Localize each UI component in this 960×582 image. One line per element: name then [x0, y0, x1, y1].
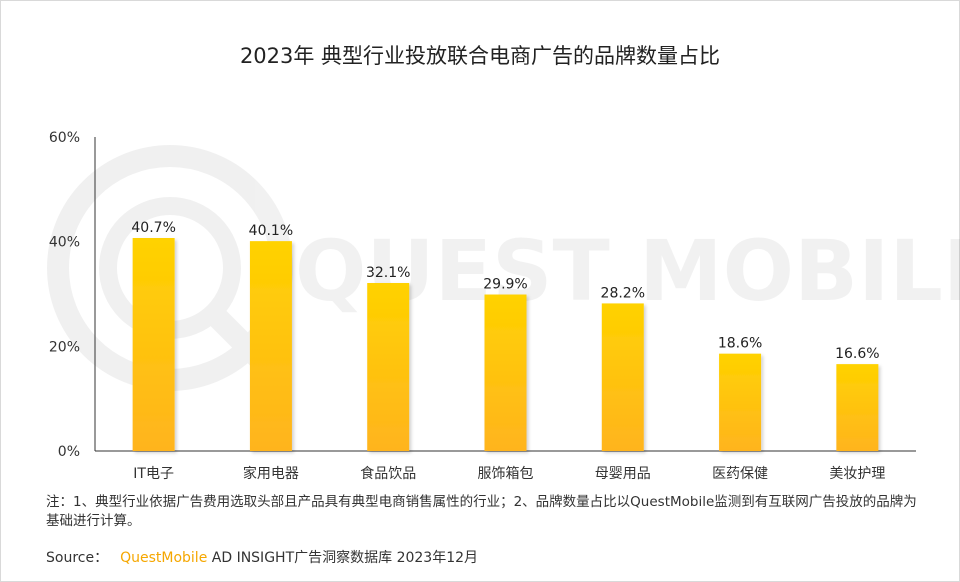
bar-value-label: 29.9% — [483, 277, 527, 293]
x-tick-label: 母婴用品 — [595, 466, 651, 482]
y-tick-label: 20% — [49, 339, 80, 355]
bar-value-label: 40.7% — [131, 220, 175, 236]
source-line: Source： QuestMobile AD INSIGHT广告洞察数据库 202… — [46, 547, 478, 567]
x-tick-label: 美妆护理 — [829, 466, 885, 482]
source-text: AD INSIGHT广告洞察数据库 2023年12月 — [207, 550, 479, 566]
bar — [132, 238, 175, 451]
bar — [836, 364, 879, 451]
x-tick-label: IT电子 — [133, 466, 174, 482]
y-tick-label: 0% — [58, 444, 80, 460]
chart-title: 2023年 典型行业投放联合电商广告的品牌数量占比 — [239, 44, 721, 68]
bar-value-label: 40.1% — [249, 223, 293, 239]
bar — [601, 303, 644, 451]
bar-value-label: 32.1% — [366, 265, 410, 281]
bar — [367, 283, 410, 451]
y-tick-label: 40% — [49, 235, 80, 251]
x-tick-label: 家用电器 — [243, 465, 299, 482]
bar-value-label: 18.6% — [718, 336, 762, 352]
bar — [484, 294, 527, 451]
bar — [719, 353, 762, 451]
source-label: Source： — [46, 550, 109, 566]
x-tick-label: 服饰箱包 — [478, 466, 534, 482]
source-brand: QuestMobile — [120, 550, 208, 566]
x-tick-label: 食品饮品 — [360, 465, 416, 482]
x-tick-label: 医药保健 — [712, 466, 768, 482]
footnote: 注：1、典型行业依据广告费用选取头部且产品具有典型电商销售属性的行业；2、品牌数… — [46, 494, 917, 529]
bar-value-label: 16.6% — [835, 346, 879, 362]
bar — [249, 241, 292, 451]
y-tick-label: 60% — [49, 130, 80, 146]
bar-value-label: 28.2% — [601, 285, 645, 301]
